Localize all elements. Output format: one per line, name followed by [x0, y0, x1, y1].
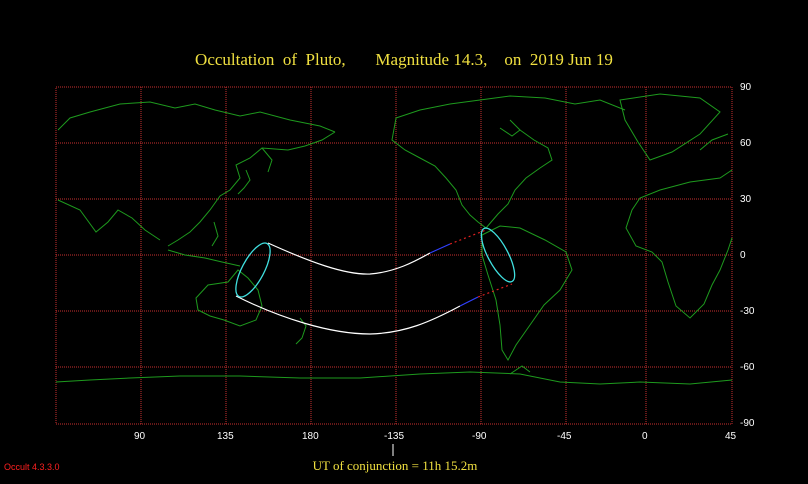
path-daylight-north — [429, 243, 451, 254]
lon-label: 45 — [725, 431, 737, 442]
lat-label: 30 — [740, 194, 752, 205]
lon-label: -135 — [384, 431, 405, 442]
conjunction-time: UT of conjunction = 11h 15.2m — [312, 458, 478, 473]
path-south-limit — [235, 295, 461, 335]
version-label: Occult 4.3.3.0 — [4, 462, 60, 472]
lon-label: 135 — [217, 431, 234, 442]
start-limb-ellipse — [235, 242, 271, 298]
lon-label: 180 — [302, 431, 319, 442]
lat-label: -60 — [740, 362, 755, 373]
grid-lines — [55, 86, 733, 425]
coastlines — [55, 93, 733, 385]
lat-label: -90 — [740, 418, 755, 429]
path-north-limit — [267, 242, 431, 275]
lon-label: 0 — [642, 431, 648, 442]
lon-label: -45 — [557, 431, 572, 442]
lon-label: -90 — [472, 431, 487, 442]
map-title: Occultation of Pluto, Magnitude 14.3, on… — [195, 50, 613, 69]
occultation-path — [235, 227, 516, 335]
lat-label: 90 — [740, 82, 752, 93]
path-night-north — [449, 229, 487, 245]
path-daylight-south — [459, 296, 479, 307]
end-limb-ellipse — [480, 227, 516, 283]
lat-label: 60 — [740, 138, 752, 149]
lat-label: 0 — [740, 250, 746, 261]
lon-label: 90 — [134, 431, 146, 442]
lat-label: -30 — [740, 306, 755, 317]
path-night-south — [477, 283, 513, 298]
